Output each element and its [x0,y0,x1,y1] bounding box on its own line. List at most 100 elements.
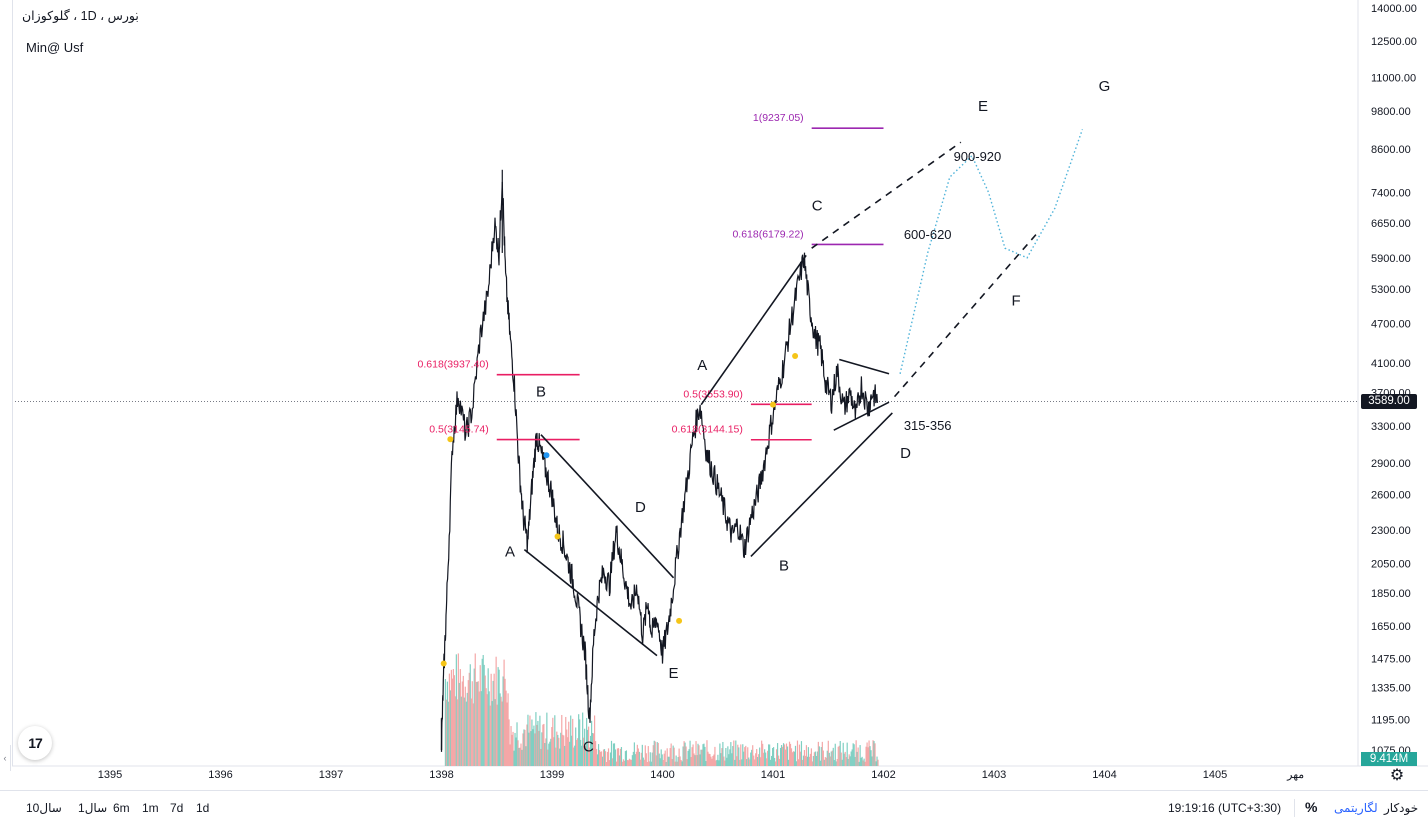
volume-bar [444,679,447,766]
volume-bar [517,740,519,766]
indicator-subtitle[interactable]: Min@ Usf [26,40,84,55]
volume-bar [836,758,838,766]
volume-bar [725,747,727,766]
volume-bar [523,729,525,766]
wave-label: E [669,665,679,682]
volume-bar [736,756,738,766]
volume-bar [534,733,536,766]
wave-label: E [978,98,988,115]
volume-bar [639,759,641,766]
volume-bar [749,759,751,766]
range-6m-button[interactable]: 6m [113,801,130,815]
symbol-title[interactable]: بورس ، 1D ، گلوکوزان [22,9,139,23]
volume-bar [522,733,524,766]
time-tick-label: 1397 [319,769,343,781]
volume-bar [795,761,798,766]
volume-bar [491,701,493,766]
volume-bar [751,749,753,766]
volume-bar [625,750,628,766]
volume-bar [784,749,787,766]
volume-bar [772,747,774,766]
projected-wave-path [899,129,1084,374]
volume-bar [769,744,771,766]
volume-bar [747,747,749,766]
volume-bar [786,746,789,766]
volume-bar [558,737,560,766]
volume-bar [810,748,812,766]
volume-bar [467,680,469,766]
volume-bar [820,747,822,766]
volume-bar [506,702,508,766]
volume-bar [731,753,733,766]
volume-bar [610,740,613,766]
volume-bar [564,745,566,766]
volume-bar [672,745,674,766]
volume-bar [462,675,464,766]
auto-scale-button[interactable]: خودکار [1384,801,1419,815]
volume-bar [815,755,817,766]
price-chart[interactable]: 14000.00 12500.00 11000.00 9800.00 8600.00 74… [0,0,1428,790]
scroll-left-arrow-icon[interactable]: ‹ [0,745,11,771]
volume-bar [780,745,783,766]
settings-gear-icon[interactable]: ⚙ [1389,767,1405,784]
volume-bar [797,759,800,766]
range-7d-button[interactable]: 7d [170,801,184,815]
volume-bar [611,758,614,766]
volume-bar [540,748,542,766]
volume-bar [592,733,594,766]
volume-bar [631,755,633,766]
volume-bar [543,723,545,766]
wave-label: 600-620 [904,227,952,242]
percent-scale-button[interactable]: % [1305,799,1318,815]
log-scale-button[interactable]: لگاریتمی [1334,801,1378,815]
volume-bar [743,751,745,766]
volume-bar [750,752,752,766]
volume-bar [756,748,758,766]
volume-bar [459,669,461,766]
volume-bar [796,740,799,766]
volume-bar [715,760,717,766]
tradingview-logo-icon[interactable]: 17 [18,726,52,760]
last-price-tag: 3589.00 [1361,394,1417,409]
volume-bar [494,699,496,766]
price-tick-label: 7400.00 [1371,187,1411,199]
range-1m-button[interactable]: 1m [142,801,159,815]
volume-bar [876,756,878,766]
volume-bar [618,755,621,766]
pattern-line [750,412,893,557]
volume-bar [593,715,596,766]
volume-bar [584,728,586,766]
volume-bar [549,741,551,766]
volume-bar [695,741,697,766]
volume-bar [520,743,522,766]
volume-bar [720,753,722,766]
volume-bar [565,716,567,766]
price-tick-label: 8600.00 [1371,144,1411,156]
volume-bar [508,719,510,766]
volume-bar [512,731,514,766]
volume-bar [592,733,595,766]
range-1y-button[interactable]: 1سال [78,801,108,815]
volume-bar [817,741,819,766]
volume-bar [591,720,593,766]
price-tick-label: 4700.00 [1371,319,1411,331]
volume-bar [694,755,696,766]
range-1d-button[interactable]: 1d [196,801,210,815]
volume-bar [616,748,619,766]
volume-bar [602,749,605,766]
volume-bar [852,743,854,766]
volume-bar [663,753,665,766]
pattern-line [833,401,890,431]
volume-bar [503,659,505,766]
volume-bar [458,682,460,766]
range-10y-button[interactable]: 10سال [26,801,62,815]
clock-timezone[interactable]: 19:19:16 (UTC+3:30) [1168,801,1282,815]
volume-bar [596,754,599,766]
volume-bar [741,759,743,766]
volume-bar [615,761,618,766]
volume-bar [687,750,689,766]
volume-bar [865,746,867,766]
volume-bar [665,761,667,766]
volume-bar [612,743,615,766]
volume-bar [600,751,603,766]
